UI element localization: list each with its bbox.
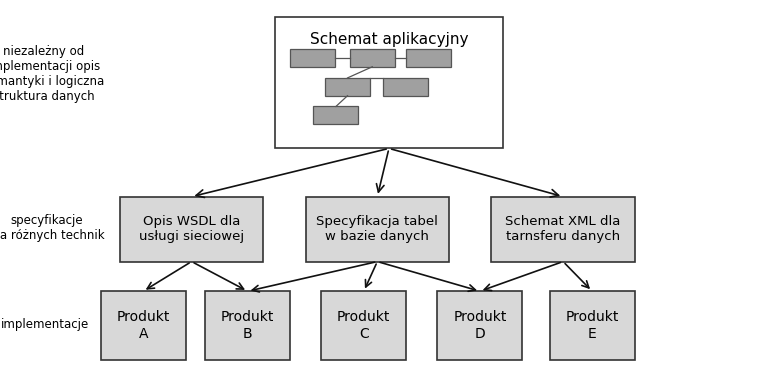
Text: Produkt
E: Produkt E — [566, 311, 618, 341]
FancyBboxPatch shape — [306, 197, 449, 262]
FancyBboxPatch shape — [205, 291, 290, 360]
FancyBboxPatch shape — [313, 106, 358, 124]
FancyBboxPatch shape — [101, 291, 186, 360]
Text: Schemat aplikacyjny: Schemat aplikacyjny — [310, 32, 468, 47]
Text: Specyfikacja tabel
w bazie danych: Specyfikacja tabel w bazie danych — [317, 215, 438, 243]
FancyBboxPatch shape — [275, 17, 503, 148]
Text: specyfikacje
dla różnych technik: specyfikacje dla różnych technik — [0, 214, 104, 242]
FancyBboxPatch shape — [321, 291, 406, 360]
Text: implementacje: implementacje — [1, 318, 89, 331]
FancyBboxPatch shape — [290, 49, 335, 67]
Text: Produkt
B: Produkt B — [221, 311, 274, 341]
Text: Produkt
D: Produkt D — [454, 311, 506, 341]
FancyBboxPatch shape — [437, 291, 522, 360]
Text: Produkt
A: Produkt A — [117, 311, 170, 341]
FancyBboxPatch shape — [550, 291, 635, 360]
FancyBboxPatch shape — [383, 78, 428, 96]
FancyBboxPatch shape — [120, 197, 263, 262]
Text: Schemat XML dla
tarnsferu danych: Schemat XML dla tarnsferu danych — [505, 215, 621, 243]
FancyBboxPatch shape — [491, 197, 635, 262]
Text: niezależny od
implementacji opis
semantyki i logiczna
struktura danych: niezależny od implementacji opis semanty… — [0, 45, 104, 103]
FancyBboxPatch shape — [406, 49, 451, 67]
Text: Produkt
C: Produkt C — [337, 311, 390, 341]
FancyBboxPatch shape — [325, 78, 370, 96]
Text: Opis WSDL dla
usługi sieciowej: Opis WSDL dla usługi sieciowej — [139, 215, 244, 243]
FancyBboxPatch shape — [350, 49, 395, 67]
